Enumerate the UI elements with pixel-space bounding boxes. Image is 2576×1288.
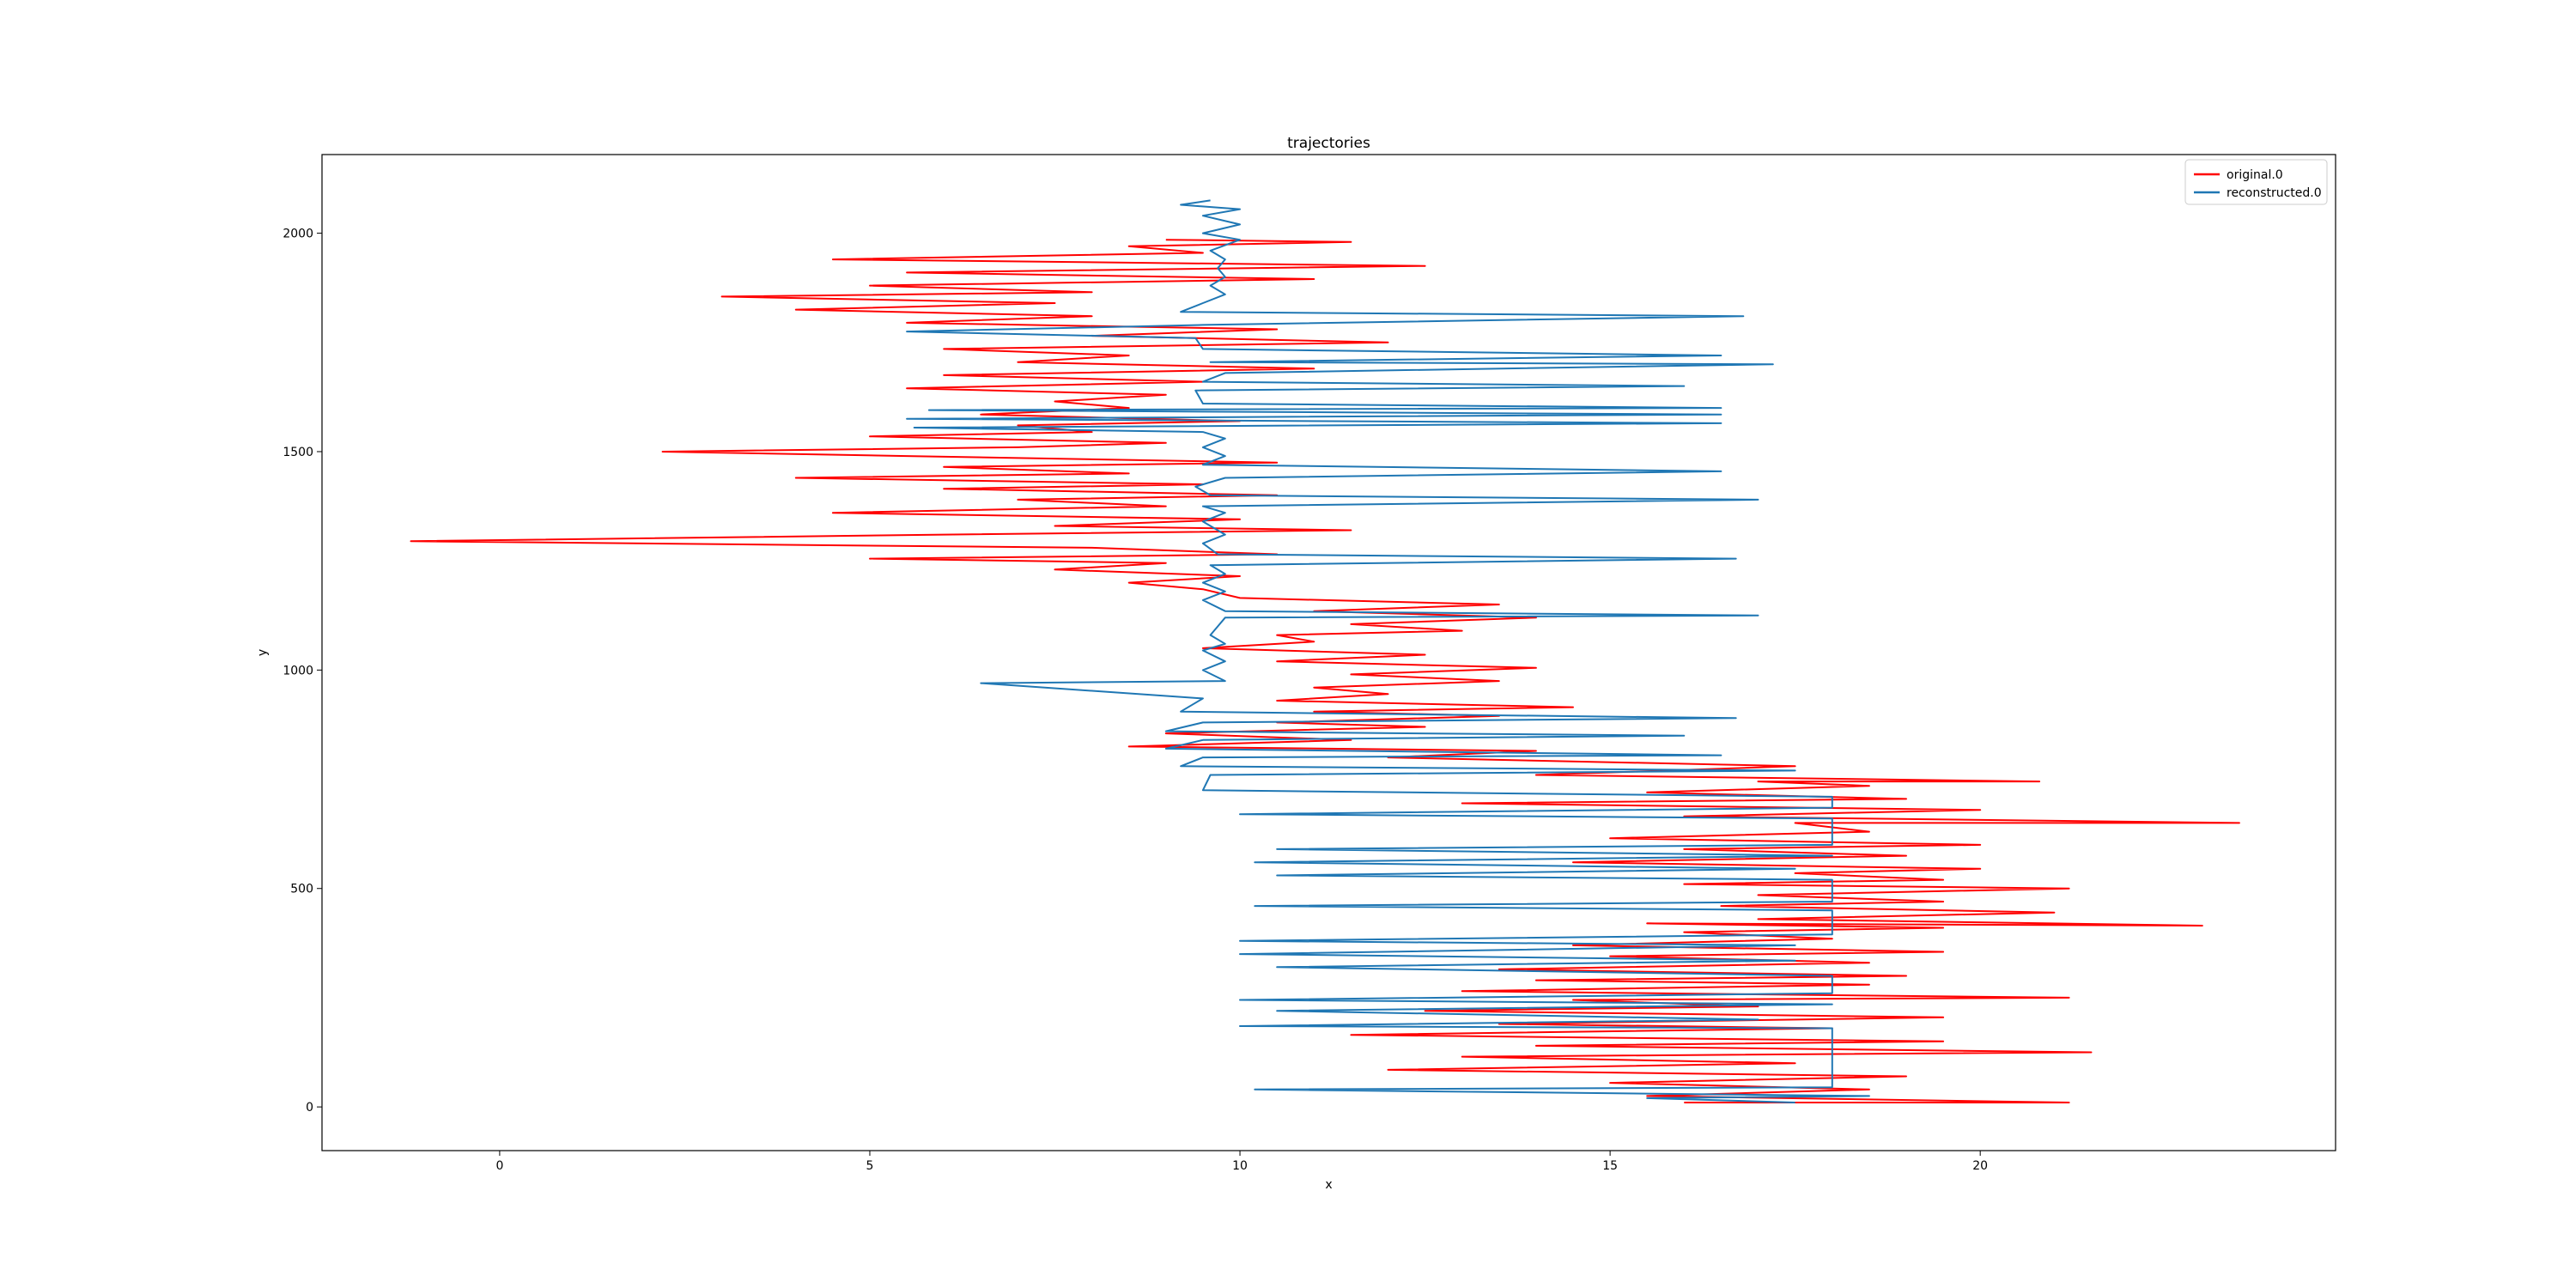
y-axis: 0 500 1000 1500 2000 xyxy=(283,228,322,1115)
plot-frame xyxy=(321,154,2336,1151)
x-tick-label: 0 xyxy=(495,1159,503,1173)
legend-label: original.0 xyxy=(2227,168,2283,182)
y-tick-label: 1000 xyxy=(283,664,313,677)
x-tick-label: 10 xyxy=(1232,1159,1248,1173)
y-tick-label: 1500 xyxy=(283,446,313,459)
legend-box xyxy=(2184,159,2328,205)
x-tick-label: 20 xyxy=(1972,1159,1988,1173)
y-axis-label: y xyxy=(256,649,270,656)
y-tick-label: 500 xyxy=(290,883,313,896)
y-tick-label: 0 xyxy=(306,1101,313,1115)
chart-title: trajectories xyxy=(1287,135,1370,152)
y-tick-label: 2000 xyxy=(283,228,313,241)
series-line-original-0 xyxy=(410,239,2240,1103)
x-axis: 0 5 10 15 20 xyxy=(495,1151,1988,1173)
x-tick-label: 15 xyxy=(1602,1159,1618,1173)
x-axis-label: x xyxy=(1325,1178,1332,1192)
series-line-reconstructed-0 xyxy=(906,199,1870,1103)
legend: original.0 reconstructed.0 xyxy=(2184,159,2328,205)
series-layer xyxy=(410,199,2240,1103)
legend-label: reconstructed.0 xyxy=(2227,186,2322,200)
x-tick-label: 5 xyxy=(866,1159,874,1173)
